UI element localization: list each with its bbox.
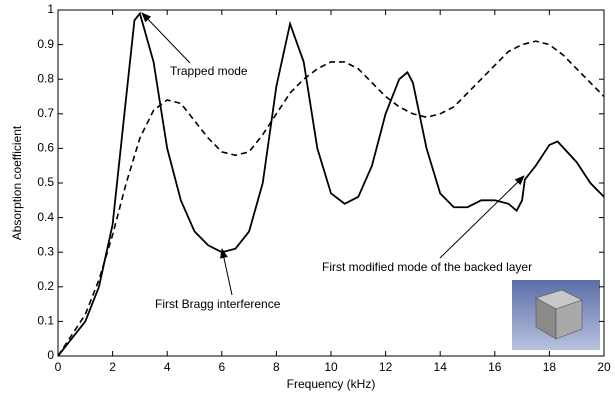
y-tick-label: 0.1: [37, 314, 54, 328]
annotation-arrow: [141, 12, 191, 64]
y-tick-label: 0.9: [37, 37, 54, 51]
annotation-arrow: [220, 248, 233, 296]
inset-image: [512, 280, 600, 350]
series-line: [57, 40, 605, 357]
x-tick-label: 4: [164, 360, 171, 374]
series-line: [57, 11, 605, 357]
x-tick-label: 14: [434, 360, 448, 374]
x-tick-label: 6: [218, 360, 225, 374]
x-tick-label: 2: [109, 360, 116, 374]
y-axis-label: Absorption coefficient: [10, 125, 24, 240]
x-tick-label: 8: [273, 360, 280, 374]
y-tick-label: 0.6: [37, 141, 54, 155]
annotation: Trapped mode: [170, 64, 248, 78]
x-tick-label: 20: [597, 360, 611, 374]
y-tick-label: 0: [47, 348, 54, 362]
x-tick-label: 12: [379, 360, 393, 374]
x-tick-label: 16: [488, 360, 502, 374]
y-tick-label: 0.7: [37, 106, 54, 120]
x-tick-label: 10: [324, 360, 338, 374]
y-tick-label: 0.2: [37, 279, 54, 293]
annotation: First Bragg interference: [155, 297, 281, 311]
y-tick-label: 1: [47, 2, 54, 16]
annotation-arrow: [439, 175, 525, 259]
y-tick-label: 0.3: [37, 244, 54, 258]
x-axis-label: Frequency (kHz): [287, 377, 376, 391]
annotation: First modified mode of the backed layer: [322, 260, 532, 274]
y-tick-label: 0.4: [37, 210, 54, 224]
x-tick-label: 0: [55, 360, 62, 374]
y-tick-label: 0.5: [37, 175, 54, 189]
y-tick-label: 0.8: [37, 71, 54, 85]
x-tick-label: 18: [543, 360, 557, 374]
